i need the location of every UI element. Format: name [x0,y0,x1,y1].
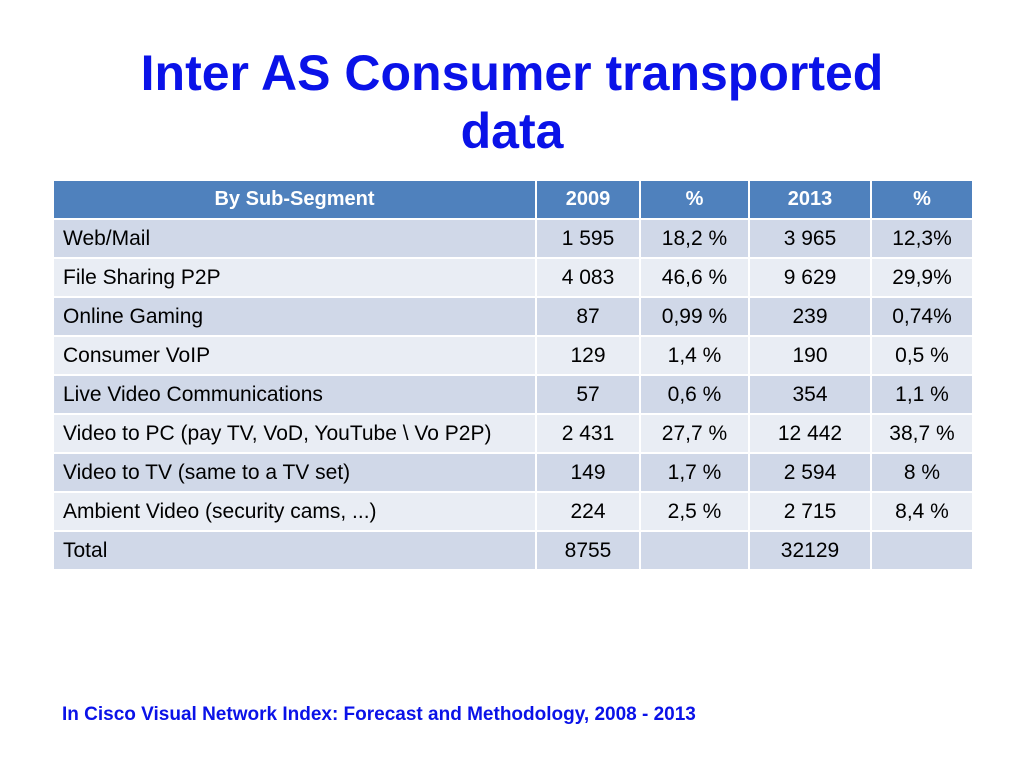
cell-percent-2013 [870,530,974,571]
cell-percent-2009: 1,7 % [639,452,750,493]
cell-2009: 87 [535,296,641,337]
table-row: File Sharing P2P 4 083 46,6 % 9 629 29,9… [52,257,974,298]
cell-percent-2009: 46,6 % [639,257,750,298]
cell-segment: Video to PC (pay TV, VoD, YouTube \ Vo P… [52,413,537,454]
cell-percent-2009: 2,5 % [639,491,750,532]
cell-segment: Total [52,530,537,571]
table-total-row: Total 8755 32129 [52,530,974,571]
cell-segment: File Sharing P2P [52,257,537,298]
table-header-row: By Sub-Segment 2009 % 2013 % [52,179,974,220]
cell-2009: 224 [535,491,641,532]
cell-2009: 4 083 [535,257,641,298]
header-2009: 2009 [535,179,641,220]
cell-segment: Ambient Video (security cams, ...) [52,491,537,532]
title-line-2: data [460,103,564,159]
cell-segment: Video to TV (same to a TV set) [52,452,537,493]
table-row: Video to PC (pay TV, VoD, YouTube \ Vo P… [52,413,974,454]
cell-2013: 12 442 [748,413,872,454]
table-row: Video to TV (same to a TV set) 149 1,7 %… [52,452,974,493]
cell-2009: 129 [535,335,641,376]
table-row: Live Video Communications 57 0,6 % 354 1… [52,374,974,415]
cell-2013: 9 629 [748,257,872,298]
cell-2013: 2 594 [748,452,872,493]
cell-2013: 190 [748,335,872,376]
cell-percent-2009: 27,7 % [639,413,750,454]
cell-2009: 1 595 [535,218,641,259]
cell-percent-2009: 18,2 % [639,218,750,259]
header-sub-segment: By Sub-Segment [52,179,537,220]
cell-percent-2009: 0,99 % [639,296,750,337]
slide-title: Inter AS Consumer transported data [60,44,964,160]
cell-segment: Consumer VoIP [52,335,537,376]
cell-percent-2013: 12,3% [870,218,974,259]
sub-segment-table: By Sub-Segment 2009 % 2013 % Web/Mail 1 … [52,179,974,571]
cell-2013: 354 [748,374,872,415]
cell-2009: 57 [535,374,641,415]
cell-percent-2009: 0,6 % [639,374,750,415]
cell-2009: 8755 [535,530,641,571]
cell-percent-2013: 1,1 % [870,374,974,415]
title-line-1: Inter AS Consumer transported [140,45,884,101]
table-row: Online Gaming 87 0,99 % 239 0,74% [52,296,974,337]
header-2013: 2013 [748,179,872,220]
cell-percent-2013: 8,4 % [870,491,974,532]
header-percent-2009: % [639,179,750,220]
cell-2009: 149 [535,452,641,493]
table-row: Web/Mail 1 595 18,2 % 3 965 12,3% [52,218,974,259]
cell-2009: 2 431 [535,413,641,454]
source-citation: In Cisco Visual Network Index: Forecast … [62,704,696,725]
cell-2013: 32129 [748,530,872,571]
cell-segment: Live Video Communications [52,374,537,415]
table-row: Consumer VoIP 129 1,4 % 190 0,5 % [52,335,974,376]
cell-percent-2013: 0,5 % [870,335,974,376]
cell-2013: 2 715 [748,491,872,532]
cell-segment: Online Gaming [52,296,537,337]
cell-segment: Web/Mail [52,218,537,259]
cell-percent-2013: 0,74% [870,296,974,337]
cell-2013: 239 [748,296,872,337]
cell-2013: 3 965 [748,218,872,259]
cell-percent-2013: 29,9% [870,257,974,298]
cell-percent-2013: 8 % [870,452,974,493]
table-row: Ambient Video (security cams, ...) 224 2… [52,491,974,532]
cell-percent-2013: 38,7 % [870,413,974,454]
header-percent-2013: % [870,179,974,220]
data-table-container: By Sub-Segment 2009 % 2013 % Web/Mail 1 … [52,179,974,571]
cell-percent-2009 [639,530,750,571]
cell-percent-2009: 1,4 % [639,335,750,376]
